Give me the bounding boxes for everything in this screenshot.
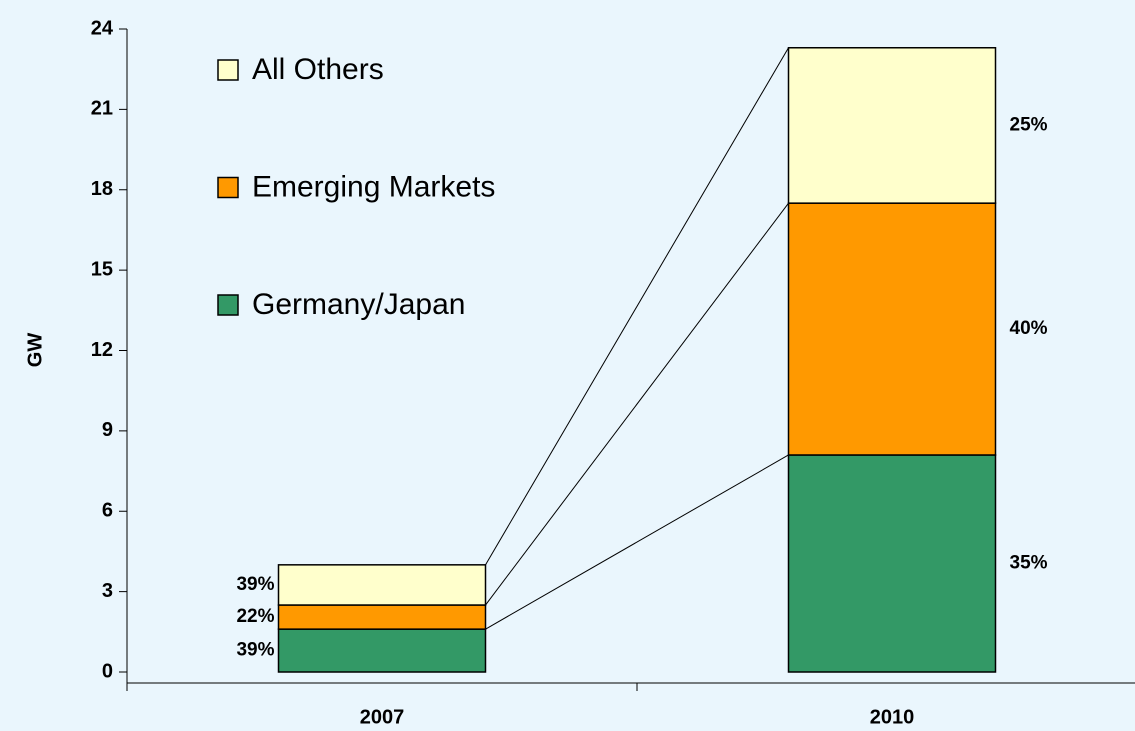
y-tick-label: 3 bbox=[102, 580, 113, 602]
legend-swatch bbox=[217, 59, 239, 81]
y-tick-label: 18 bbox=[91, 178, 113, 200]
bar-segment bbox=[787, 454, 997, 673]
value-label: 25% bbox=[1010, 114, 1048, 135]
y-tick-label: 21 bbox=[91, 98, 113, 120]
bar-segment bbox=[787, 202, 997, 456]
value-label: 39% bbox=[236, 640, 274, 661]
y-tick-label: 24 bbox=[91, 17, 114, 39]
connector bbox=[485, 202, 789, 606]
legend-label: Emerging Markets bbox=[252, 170, 495, 203]
legend-label: All Others bbox=[252, 53, 384, 86]
connector bbox=[485, 454, 789, 630]
bar-segment bbox=[277, 564, 487, 606]
bar-segment bbox=[787, 47, 997, 204]
x-tick-label: 2010 bbox=[870, 706, 915, 728]
y-tick-label: 15 bbox=[91, 258, 113, 280]
y-axis-label: GW bbox=[24, 333, 46, 368]
value-label: 22% bbox=[236, 606, 274, 627]
legend-swatch bbox=[217, 294, 239, 316]
value-label: 39% bbox=[236, 574, 274, 595]
y-tick-label: 6 bbox=[102, 500, 113, 522]
value-label: 35% bbox=[1010, 553, 1048, 574]
value-label: 40% bbox=[1010, 318, 1048, 339]
y-tick-label: 12 bbox=[91, 339, 113, 361]
y-tick-label: 0 bbox=[102, 660, 113, 682]
connector bbox=[485, 47, 789, 566]
bar-segment bbox=[277, 604, 487, 630]
bar-segment bbox=[277, 628, 487, 673]
legend-label: Germany/Japan bbox=[252, 288, 465, 321]
x-tick-label: 2007 bbox=[360, 706, 405, 728]
legend-swatch bbox=[217, 176, 239, 199]
y-tick-label: 9 bbox=[102, 419, 113, 441]
